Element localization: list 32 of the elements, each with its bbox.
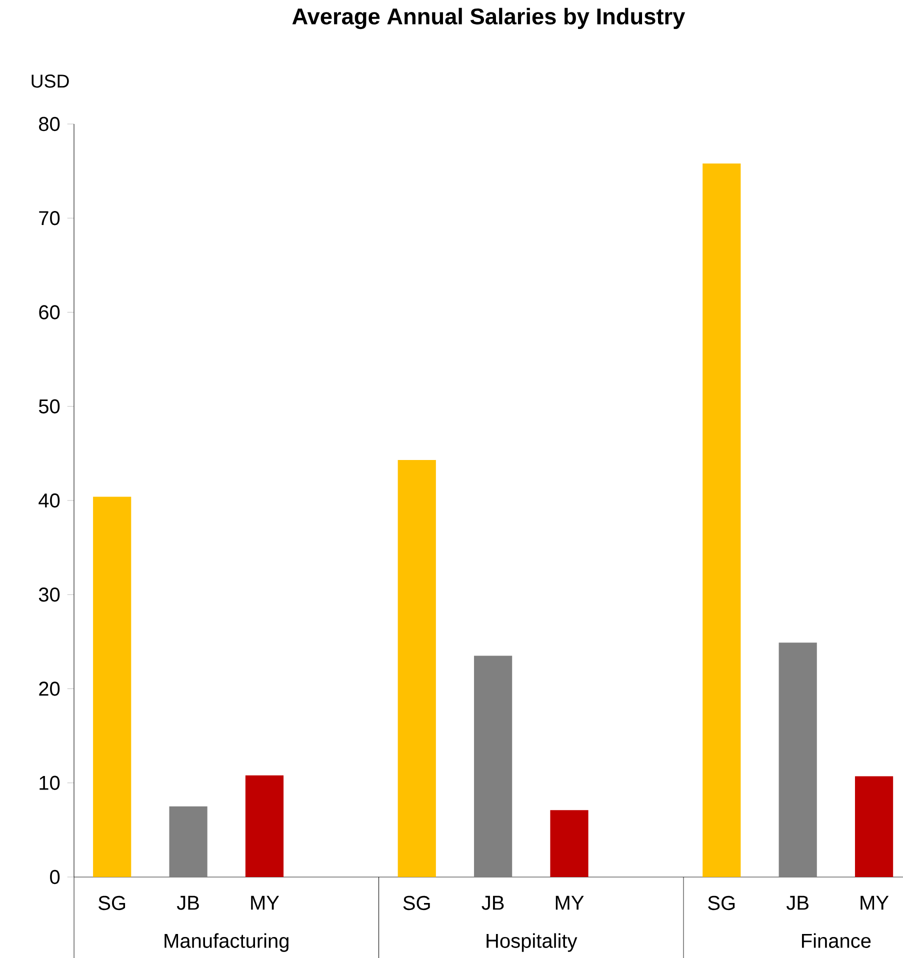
bar [702,164,741,877]
y-tick-label: 40 [38,493,60,508]
text: SG [708,896,735,910]
text: SG [403,896,430,910]
bar [474,656,512,877]
series-label: MY [251,896,280,910]
x-tick-label: Manufacturing [164,933,288,952]
y-tick-label: 50 [38,399,60,414]
series-label: JB [176,896,199,910]
series-label: SG [98,896,126,910]
bar [550,810,588,877]
y-tick-label: 80 [39,116,60,132]
y-tick-label: 10 [40,776,60,790]
bar [854,776,894,877]
text: MY [860,896,889,910]
y-axis-title: USD [32,74,69,88]
chart-title: Average Annual Salaries by Industry [292,8,686,30]
bar [398,460,436,877]
text: JB [786,896,808,910]
x-tick-label: Finance [802,933,871,948]
bar [169,806,208,877]
x-tick-label: Hospitality [486,933,578,952]
bar [245,775,284,877]
y-tick-label: 70 [39,211,60,226]
y-tick-label: 20 [39,682,60,696]
y-tick-label: 30 [38,588,60,602]
text: MY [556,896,584,910]
y-tick-label: 0 [50,870,60,884]
bar [93,496,132,877]
y-tick-label: 60 [39,305,60,320]
text: JB [482,896,504,910]
bar [778,642,817,877]
